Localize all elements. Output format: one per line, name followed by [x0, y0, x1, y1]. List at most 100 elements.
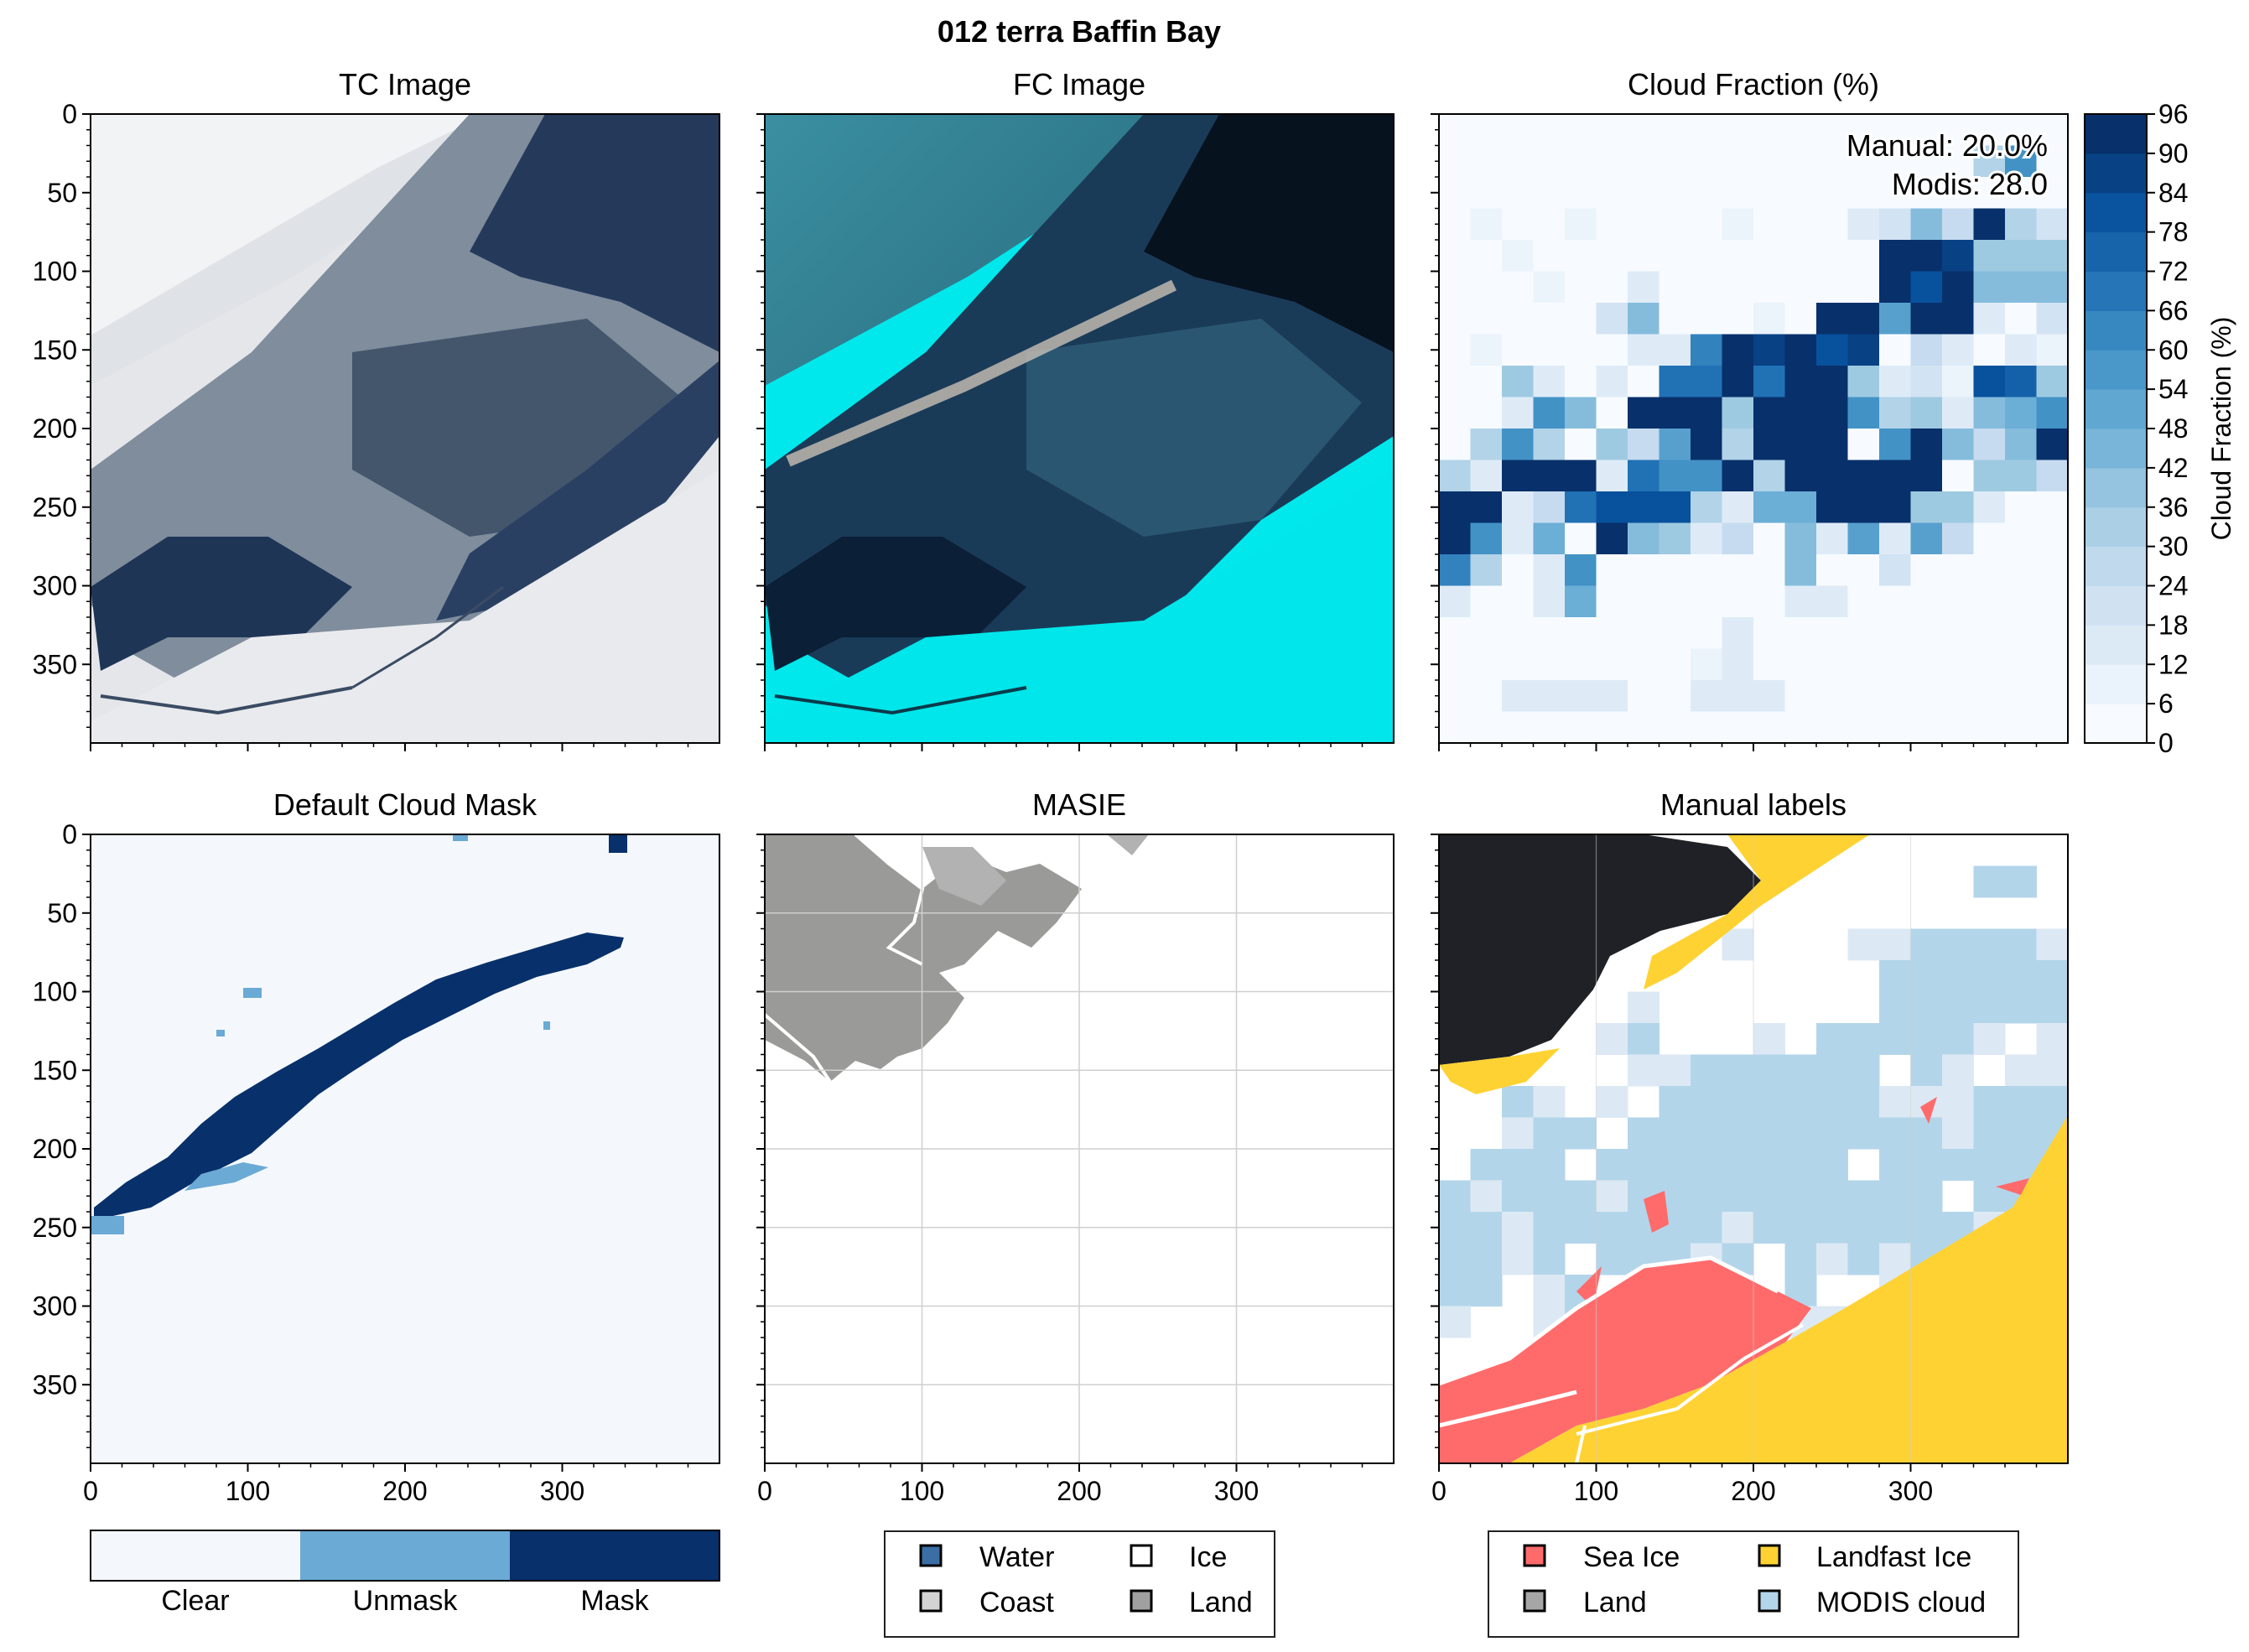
heatmap-cell: [1722, 240, 1754, 272]
heatmap-cell: [1847, 617, 1880, 649]
heatmap-cell: [1691, 522, 1722, 555]
modis-cloud-cell: [1596, 1243, 1628, 1275]
modis-cloud-cell: [1502, 1086, 1534, 1118]
heatmap-cell: [1722, 680, 1754, 712]
modis-cloud-cell: [2005, 1117, 2037, 1150]
heatmap-cell: [1816, 145, 1848, 178]
heatmap-cell: [1439, 680, 1471, 712]
heatmap-cell: [1565, 617, 1597, 649]
modis-cloud-cell: [1942, 960, 1974, 992]
heatmap-cell: [1596, 460, 1628, 492]
modis-cloud-cell: [1879, 991, 1911, 1024]
heatmap-cell: [1847, 145, 1880, 178]
modis-cloud-cell: [1722, 1117, 1754, 1150]
heatmap-cell: [1784, 114, 1817, 146]
heatmap-cell: [2005, 303, 2037, 335]
heatmap-cell: [1784, 491, 1817, 523]
heatmap-cell: [1847, 711, 1880, 744]
heatmap-cell: [1816, 366, 1848, 397]
heatmap-cell: [1753, 648, 1785, 681]
heatmap-cell: [1439, 491, 1471, 523]
modis-cloud-cell: [2036, 928, 2068, 961]
heatmap-cell: [1565, 460, 1597, 492]
heatmap-cell: [2005, 145, 2037, 178]
colorbar-tick-label: 42: [2158, 453, 2189, 483]
colorbar-tick-label: 48: [2158, 413, 2189, 444]
fc-image-panel: FC Image: [764, 67, 1395, 744]
heatmap-cell: [1816, 177, 1848, 209]
heatmap-cell: [1565, 240, 1597, 272]
heatmap-cell: [1722, 366, 1754, 397]
heatmap-cell: [2005, 240, 2037, 272]
heatmap-cell: [1691, 145, 1722, 178]
heatmap-cell: [1784, 585, 1817, 618]
heatmap-cell: [1502, 491, 1534, 523]
heatmap-cell: [1470, 145, 1503, 178]
heatmap-cell: [1847, 114, 1880, 146]
heatmap-cell: [1691, 397, 1722, 429]
modis-cloud-cell: [2005, 991, 2037, 1024]
modis-cloud-cell: [1533, 1243, 1566, 1275]
colorbar-band: [2085, 389, 2147, 429]
heatmap-cell: [1565, 145, 1597, 178]
modis-cloud-cell: [1659, 1149, 1691, 1181]
modis-cloud-cell: [1879, 1086, 1911, 1118]
colorbar-tick-label: 6: [2158, 688, 2174, 719]
heatmap-cell: [2005, 366, 2037, 397]
default-cloud-mask-title: Default Cloud Mask: [273, 787, 538, 822]
fc-image: [765, 114, 1394, 743]
modis-cloud-cell: [1628, 1023, 1659, 1055]
heatmap-cell: [1816, 271, 1848, 304]
manual-legend-swatch-land: [1523, 1589, 1546, 1613]
heatmap-cell: [1470, 208, 1503, 241]
heatmap-cell: [1816, 429, 1848, 460]
mask-legend-label-clear: Clear: [161, 1585, 229, 1617]
heatmap-cell: [1753, 711, 1785, 744]
heatmap-cell: [1879, 522, 1911, 555]
modis-cloud-cell: [1691, 1212, 1722, 1244]
heatmap-cell: [1973, 366, 2006, 397]
modis-cloud-cell: [1659, 1117, 1691, 1150]
y-tick-label: 250: [33, 492, 77, 522]
heatmap-cell: [1847, 585, 1880, 618]
heatmap-cell: [1973, 554, 2006, 586]
modis-cloud-cell: [2036, 1054, 2068, 1087]
heatmap-cell: [1596, 177, 1628, 209]
modis-cloud-cell: [1847, 1243, 1880, 1275]
heatmap-cell: [1879, 680, 1911, 712]
y-tick-label: 100: [33, 977, 77, 1007]
heatmap-cell: [1691, 429, 1722, 460]
heatmap-cell: [1628, 303, 1659, 335]
heatmap-cell: [1910, 491, 1943, 523]
modis-cloud-cell: [2036, 991, 2068, 1024]
heatmap-cell: [1439, 711, 1471, 744]
colorbar-tick-label: 60: [2158, 335, 2189, 365]
heatmap-cell: [2036, 271, 2069, 304]
heatmap-cell: [2036, 554, 2069, 586]
heatmap-cell: [1847, 208, 1880, 241]
heatmap-cell: [1628, 617, 1659, 649]
mask-legend-swatch-clear: [91, 1530, 300, 1581]
modis-cloud-cell: [1533, 1212, 1566, 1244]
heatmap-cell: [1722, 491, 1754, 523]
modis-cloud-cell: [1816, 1243, 1848, 1275]
heatmap-cell: [2005, 711, 2037, 744]
heatmap-cell: [1533, 429, 1566, 460]
heatmap-cell: [1942, 711, 1974, 744]
colorbar-tick-label: 30: [2158, 532, 2189, 562]
axes-ticks: 0 50 100 150 200 250 300 350 0 50 100 150 200 250 300 3…: [33, 99, 2038, 1506]
heatmap-cell: [1910, 366, 1943, 397]
heatmap-cell: [1910, 145, 1943, 178]
colorbar-band: [2085, 704, 2147, 744]
heatmap-cell: [1973, 522, 2006, 555]
colorbar-tick-label: 12: [2158, 649, 2189, 679]
heatmap-cell: [1533, 397, 1566, 429]
heatmap-cell: [1879, 114, 1911, 146]
mask-legend-swatch-unmask: [300, 1530, 510, 1581]
heatmap-cell: [1816, 397, 1848, 429]
heatmap-cell: [1942, 334, 1974, 366]
heatmap-cell: [2005, 460, 2037, 492]
heatmap-cell: [2036, 145, 2069, 178]
modis-cloud-cell: [1596, 1180, 1628, 1213]
heatmap-cell: [1470, 271, 1503, 304]
